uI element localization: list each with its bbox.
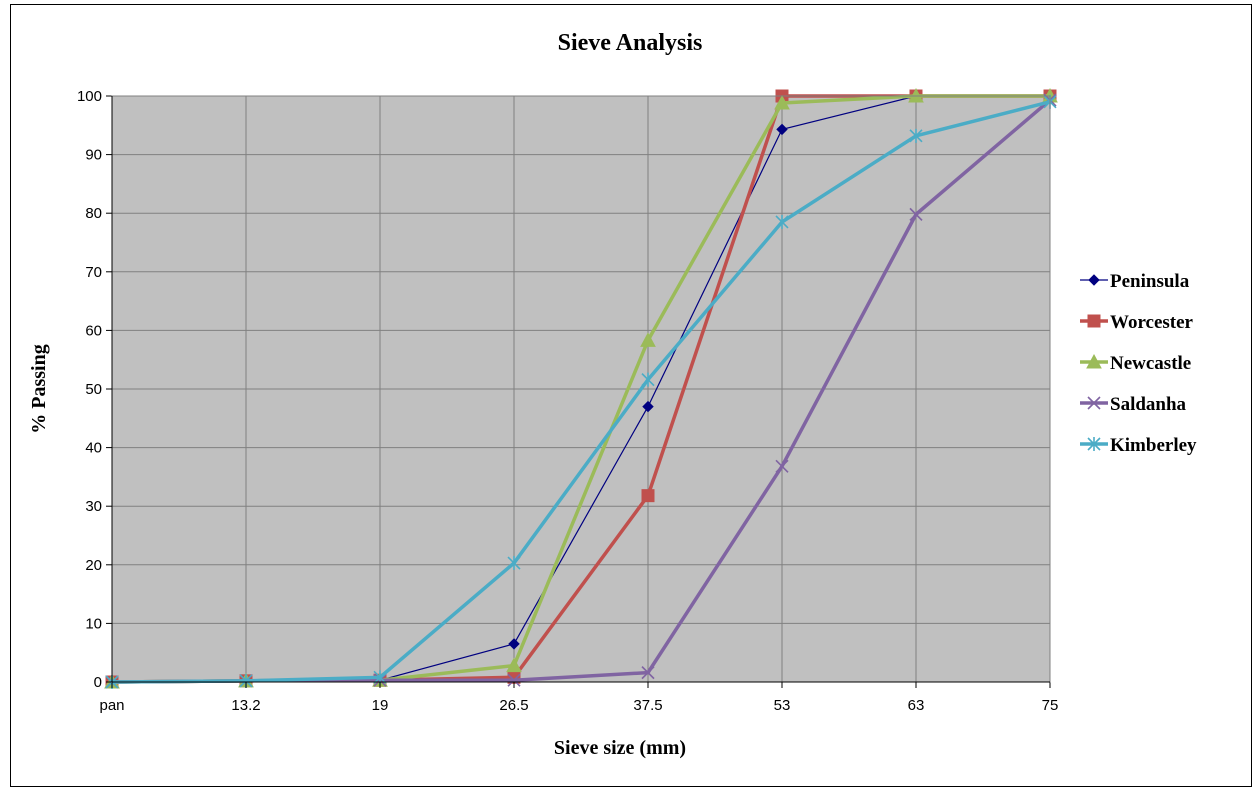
legend-item-worcester: Worcester bbox=[1080, 312, 1194, 333]
y-tick-label: 100 bbox=[77, 88, 102, 105]
legend-marker bbox=[1087, 437, 1101, 451]
legend-label: Newcastle bbox=[1110, 353, 1191, 374]
data-point bbox=[774, 94, 790, 110]
y-tick-label: 20 bbox=[85, 557, 102, 574]
legend-item-kimberley: Kimberley bbox=[1080, 435, 1197, 456]
x-tick-label: 63 bbox=[908, 697, 925, 714]
y-tick-label: 90 bbox=[85, 147, 102, 164]
x-tick-label: 19 bbox=[372, 697, 389, 714]
x-tick-label: 53 bbox=[774, 697, 791, 714]
y-axis-title: % Passing bbox=[28, 344, 50, 433]
x-tick-label: 37.5 bbox=[633, 697, 662, 714]
legend: Peninsula Worcester Newcastle Saldanha Kimbe… bbox=[1080, 271, 1197, 456]
data-point bbox=[507, 556, 521, 571]
y-tick-label: 10 bbox=[85, 615, 102, 632]
legend-label: Worcester bbox=[1110, 312, 1194, 333]
legend-marker bbox=[1086, 353, 1102, 369]
data-point bbox=[641, 666, 655, 680]
data-point bbox=[909, 207, 923, 221]
data-point bbox=[506, 657, 522, 673]
data-point bbox=[507, 673, 521, 687]
x-tick-label: 13.2 bbox=[231, 697, 260, 714]
data-point bbox=[641, 372, 655, 387]
legend-label: Kimberley bbox=[1110, 435, 1197, 456]
series-line bbox=[111, 100, 1051, 684]
legend-item-newcastle: Newcastle bbox=[1080, 353, 1191, 374]
chart-title: Sieve Analysis bbox=[558, 30, 703, 56]
x-tick-label: 75 bbox=[1042, 697, 1059, 714]
y-tick-label: 50 bbox=[85, 381, 102, 398]
legend-item-peninsula: Peninsula bbox=[1080, 271, 1190, 292]
x-axis-title: Sieve size (mm) bbox=[554, 737, 686, 759]
y-tick-label: 80 bbox=[85, 205, 102, 222]
y-tick-label: 70 bbox=[85, 264, 102, 281]
data-point bbox=[775, 214, 789, 229]
x-tick-label: 26.5 bbox=[499, 697, 528, 714]
data-point bbox=[909, 128, 923, 143]
legend-marker bbox=[1087, 396, 1101, 410]
data-point bbox=[508, 638, 520, 650]
data-point bbox=[776, 123, 788, 136]
data-point bbox=[642, 400, 654, 413]
legend-label: Saldanha bbox=[1110, 394, 1187, 415]
legend-label: Peninsula bbox=[1110, 271, 1190, 292]
legend-item-saldanha: Saldanha bbox=[1080, 394, 1187, 415]
data-point bbox=[641, 489, 655, 503]
x-tick-label: pan bbox=[99, 697, 124, 714]
legend-marker bbox=[1087, 314, 1101, 328]
y-tick-label: 30 bbox=[85, 498, 102, 515]
data-point bbox=[775, 459, 789, 473]
data-point bbox=[640, 332, 656, 347]
y-tick-label: 60 bbox=[85, 322, 102, 339]
y-tick-label: 0 bbox=[94, 674, 102, 691]
legend-marker bbox=[1088, 274, 1100, 286]
y-tick-label: 40 bbox=[85, 440, 102, 457]
